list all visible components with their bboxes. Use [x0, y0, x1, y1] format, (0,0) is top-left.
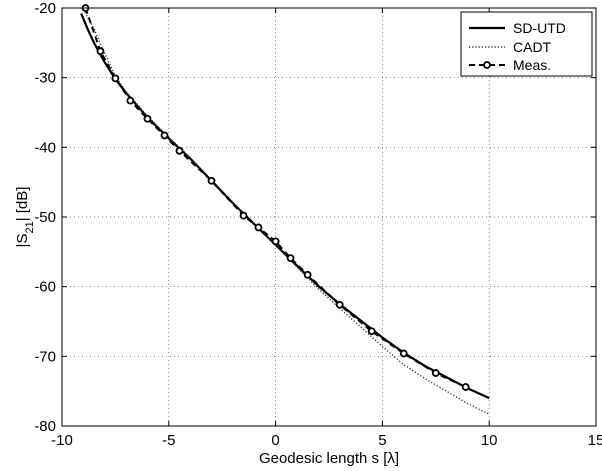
y-axis-label-rest: | [dB]	[14, 187, 31, 222]
legend-label-cadt: CADT	[513, 39, 552, 55]
y-tick-label: -30	[34, 70, 56, 87]
x-tick-label: 15	[588, 432, 602, 449]
legend-label-sd-utd: SD-UTD	[513, 20, 566, 36]
x-tick-label: 5	[378, 432, 386, 449]
y-tick-label: -80	[34, 418, 56, 435]
meas-data-point	[399, 349, 408, 358]
meas-data-point	[367, 327, 376, 336]
legend: SD-UTD CADT Meas.	[460, 11, 593, 77]
x-tick-label: 0	[271, 432, 279, 449]
meas-data-point	[160, 131, 169, 140]
meas-data-point	[175, 146, 184, 155]
x-tick-label: 10	[481, 432, 498, 449]
y-tick-label: -50	[34, 209, 56, 226]
meas-data-point	[254, 223, 263, 232]
meas-data-point	[143, 114, 152, 123]
tick-labels: -10 -5 0 5 10 15-80-70-60-50-40-30-20	[34, 0, 602, 449]
x-tick-label: -5	[162, 432, 175, 449]
x-axis-label: Geodesic length s [λ]	[259, 450, 399, 467]
y-axis-label-sub: 21	[24, 221, 36, 233]
series-line-cadt	[82, 9, 490, 415]
y-axis-label-main: |S	[14, 234, 31, 248]
meas-data-point	[431, 369, 440, 377]
meas-data-point	[126, 96, 135, 105]
meas-data-point	[303, 270, 312, 279]
meas-data-point	[286, 254, 295, 263]
series-layer	[80, 4, 490, 415]
y-tick-label: -20	[34, 0, 56, 17]
x-tick-label: -10	[51, 432, 73, 449]
meas-data-point	[111, 74, 120, 83]
meas-data-point	[207, 176, 216, 185]
meas-data-point	[96, 47, 105, 56]
legend-label-meas: Meas.	[513, 57, 551, 73]
svg-text:|S21| [dB]: |S21| [dB]	[14, 187, 36, 248]
meas-data-point	[335, 300, 344, 309]
y-tick-label: -40	[34, 139, 56, 156]
y-tick-label: -60	[34, 279, 56, 296]
meas-data-point	[271, 237, 280, 246]
meas-data-point	[461, 383, 470, 391]
legend-marker-meas	[483, 61, 491, 69]
series-line-meas	[84, 7, 467, 388]
meas-data-point	[239, 211, 248, 220]
y-axis-label: |S21| [dB]	[14, 187, 36, 248]
y-tick-label: -70	[34, 348, 56, 365]
